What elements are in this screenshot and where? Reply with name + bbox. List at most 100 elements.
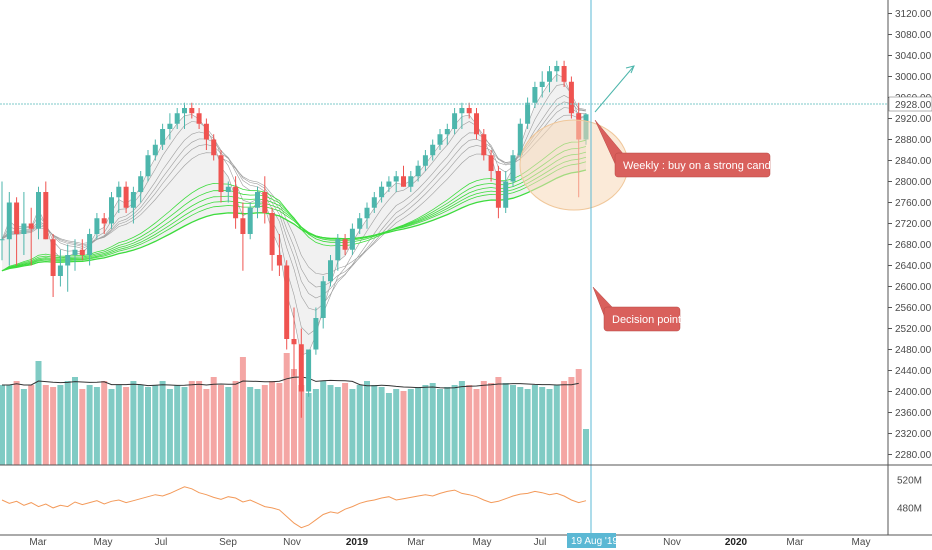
volume-bar (320, 381, 327, 465)
price-tick-8: 2600.00 (895, 282, 932, 293)
candle-body (21, 223, 27, 234)
candle-body (203, 123, 209, 140)
price-axis[interactable]: 2280.00 2320.00 2360.00 2400.00 2440.00 2480.… (887, 0, 932, 535)
candle-body (218, 155, 224, 192)
candle-body (408, 176, 414, 187)
candle-body (459, 108, 465, 114)
volume-bar (371, 385, 378, 465)
volume-bar (225, 387, 232, 465)
candle-body (547, 71, 552, 82)
candle-body (422, 155, 428, 166)
volume-bar (466, 385, 473, 465)
volume-bar (50, 387, 57, 465)
candle-body (116, 186, 122, 198)
volume-bar (480, 381, 487, 465)
candle-body (488, 155, 494, 171)
volume-bar (473, 389, 480, 465)
candle-body (247, 207, 253, 234)
volume-bar (385, 393, 392, 465)
candle-body (503, 181, 509, 208)
candle-body (474, 113, 479, 135)
projection-arrow-head (625, 65, 635, 74)
volume-bar (218, 385, 224, 465)
volume-bar (232, 381, 239, 465)
decision-note-box[interactable] (603, 306, 681, 332)
volume-bar (349, 389, 356, 465)
volume-bar (181, 387, 188, 465)
osc-tick-1: 480M (897, 504, 922, 515)
price-tick-16: 2920.00 (895, 114, 932, 125)
weekly-note-box[interactable] (614, 152, 771, 178)
time-marker: 19 Aug '19 (567, 533, 618, 548)
weekly-note-text: Weekly : buy on a strong candle (623, 160, 779, 172)
volume-bar (20, 389, 27, 465)
volume-bar (364, 381, 370, 465)
candle-body (401, 176, 406, 187)
volume-bar (145, 387, 151, 465)
price-tick-15: 2880.00 (895, 135, 932, 146)
volume-bar (429, 383, 436, 465)
candle-body (28, 223, 34, 229)
volume-bar (254, 389, 261, 465)
oscillator-line (1, 486, 587, 529)
candle-body (145, 155, 151, 177)
time-tick-sep: Sep (219, 537, 237, 548)
volume-bar (407, 389, 414, 465)
volume-axis[interactable]: 520M 480M (897, 476, 922, 515)
candle-body (130, 192, 136, 208)
volume-bar (553, 385, 560, 465)
volume-bar (400, 391, 407, 465)
volume-bar (342, 383, 349, 465)
candle-body (320, 281, 326, 318)
candle-body (539, 81, 545, 87)
candle-body (160, 129, 166, 145)
volume-bar (93, 387, 100, 465)
volume-bar (415, 387, 422, 465)
candle-body (101, 218, 107, 224)
candle-body (182, 108, 187, 114)
time-tick-mar: Mar (786, 537, 804, 548)
volume-bar (444, 387, 451, 465)
volume-bar (393, 389, 400, 465)
time-axis-bg (0, 536, 932, 550)
candle-body (379, 186, 385, 198)
price-tick-13: 2800.00 (895, 177, 932, 188)
slow-ema-line-5 (1, 169, 587, 272)
candle-body (532, 87, 538, 103)
volume-bar (378, 387, 385, 465)
price-tick-5: 2480.00 (895, 345, 932, 356)
time-tick-may: May (852, 537, 871, 548)
price-axis-bg (888, 0, 932, 465)
volume-bar (312, 389, 319, 465)
volume-bar (86, 385, 93, 465)
volume-bar (123, 387, 130, 465)
current-price-text: 2928.00 (895, 100, 932, 111)
volume-bar (568, 377, 575, 465)
price-tick-2: 2360.00 (895, 408, 932, 419)
volume-bar (115, 385, 122, 465)
candle-body (109, 197, 114, 224)
candle-body (313, 318, 319, 350)
time-tick-nov: Nov (283, 537, 301, 548)
volume-bar (210, 377, 217, 465)
candle-body (94, 218, 100, 234)
price-tick-4: 2440.00 (895, 366, 932, 377)
candle-body (123, 186, 129, 208)
candle-body (306, 349, 312, 392)
volume-ma-line (2, 376, 579, 389)
volume-area (0, 353, 589, 465)
volume-bar (159, 381, 166, 465)
time-tick-mar: Mar (407, 537, 425, 548)
slow-ema-line-3 (1, 156, 587, 272)
oscillator-area (1, 486, 587, 529)
volume-bar (166, 389, 173, 465)
volume-bar (298, 385, 305, 465)
candle-body (342, 239, 348, 250)
volume-bar (188, 381, 195, 465)
volume-bar (283, 353, 290, 465)
time-axis[interactable]: Mar May Jul Sep Nov 2019 Mar May Jul Nov 2020 Mar Ma… (0, 536, 932, 550)
volume-bar (291, 369, 297, 465)
decision-note-text: Decision point (612, 314, 681, 326)
volume-bar (13, 381, 20, 465)
